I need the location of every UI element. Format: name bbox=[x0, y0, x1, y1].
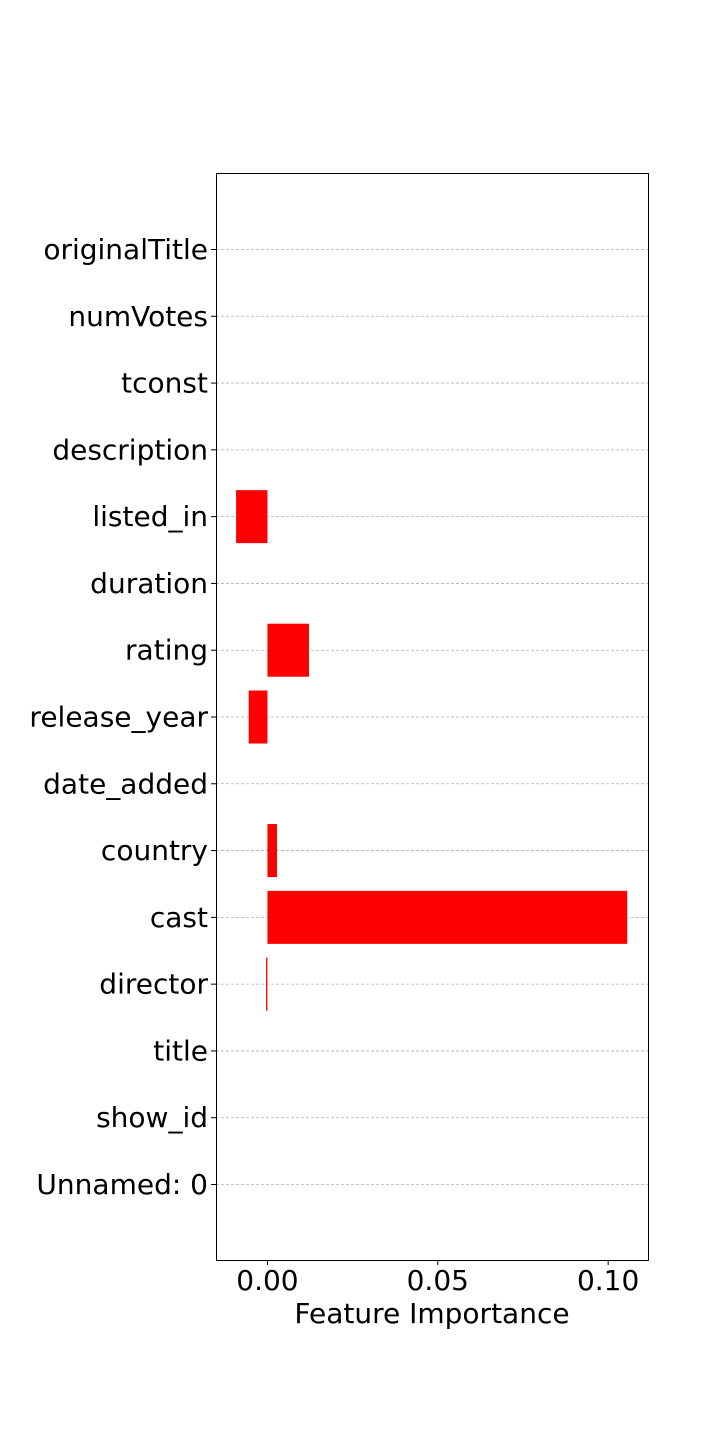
y-tick-label: Unnamed: 0 bbox=[36, 1168, 208, 1201]
bar-release-year bbox=[248, 690, 268, 744]
bar-rating bbox=[267, 623, 310, 677]
x-tick-label: 0.05 bbox=[407, 1264, 469, 1297]
x-tick-label: 0.00 bbox=[236, 1264, 298, 1297]
y-tick-label: release_year bbox=[29, 701, 208, 734]
x-ticks: 0.00 0.05 0.10 bbox=[236, 1260, 639, 1297]
x-axis-label: Feature Importance bbox=[294, 1297, 569, 1330]
bar-cast bbox=[267, 890, 628, 944]
bars bbox=[236, 490, 628, 1011]
y-tick-label: country bbox=[101, 834, 208, 867]
y-tick-label: title bbox=[153, 1034, 208, 1067]
plot-background bbox=[216, 173, 648, 1260]
y-tick-label: rating bbox=[125, 634, 208, 667]
y-tick-label: tconst bbox=[121, 367, 208, 400]
y-tick-label: director bbox=[99, 968, 208, 1001]
y-tick-label: date_added bbox=[43, 767, 208, 800]
y-tick-label: numVotes bbox=[68, 300, 208, 333]
bar-country bbox=[267, 824, 277, 878]
y-tick-label: duration bbox=[90, 567, 208, 600]
bar-listed-in bbox=[236, 490, 268, 544]
y-tick-label: originalTitle bbox=[43, 233, 208, 266]
x-tick-label: 0.10 bbox=[577, 1264, 639, 1297]
bar-director bbox=[266, 957, 268, 1011]
y-tick-label: cast bbox=[150, 901, 208, 934]
y-tick-label: show_id bbox=[96, 1101, 208, 1134]
plot-frame bbox=[216, 173, 649, 1261]
y-tick-labels: Unnamed: 0 show_id title director cast countr… bbox=[29, 233, 216, 1201]
y-tick-label: listed_in bbox=[92, 500, 208, 533]
y-tick-label: description bbox=[52, 433, 208, 466]
